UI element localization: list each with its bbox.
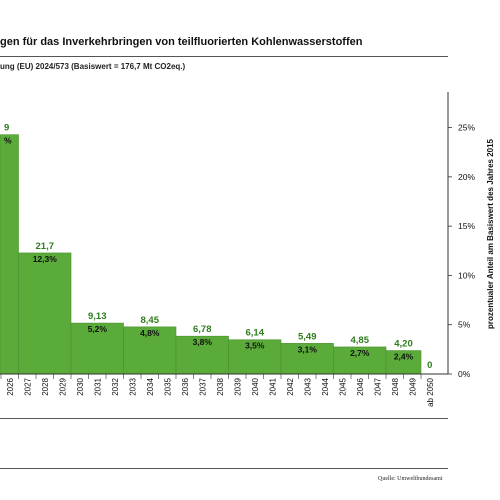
percent-label: 3,1% <box>298 344 318 354</box>
value-label: 8,45 <box>141 315 160 326</box>
y2-tick-label: 15% <box>458 221 475 231</box>
x-tick-label: 2036 <box>181 377 190 395</box>
y2-tick-label: 25% <box>458 123 475 133</box>
footer-divider <box>0 468 448 469</box>
percent-label: 3,8% <box>193 337 213 347</box>
x-tick-label: 2029 <box>58 377 67 395</box>
x-tick-label: 2028 <box>41 377 50 395</box>
value-label: 9,13 <box>88 311 107 322</box>
step-bar <box>0 134 19 375</box>
x-tick-label: ab 2050 <box>426 377 435 406</box>
x-tick-label: 2049 <box>408 377 417 395</box>
x-tick-label: 2033 <box>128 377 137 395</box>
title-divider <box>0 56 448 57</box>
y2-tick-label: 0% <box>458 369 471 379</box>
percent-label: 5,2% <box>88 324 108 334</box>
y2-tick-label: 20% <box>458 172 475 182</box>
x-tick-label: 2038 <box>216 377 225 395</box>
x-tick-label: 2042 <box>286 377 295 395</box>
x-tick-label: 2041 <box>268 377 277 395</box>
chart-title: gen für das Inverkehrbringen von teilflu… <box>0 36 363 48</box>
y2-tick-label: 10% <box>458 270 475 280</box>
x-tick-label: 2032 <box>111 377 120 395</box>
step-bar <box>333 346 387 375</box>
x-tick-label: 2040 <box>251 377 260 395</box>
value-label: 9 <box>4 123 9 134</box>
x-tick-label: 2027 <box>23 377 32 395</box>
step-bar <box>70 322 124 375</box>
x-tick-label: 2039 <box>233 377 242 395</box>
percent-label: % <box>4 136 12 146</box>
x-tick-label: 2026 <box>6 377 15 395</box>
percent-label: 12,3% <box>33 254 58 264</box>
value-label: 21,7 <box>36 241 55 252</box>
x-tick-label: 2044 <box>321 377 330 395</box>
value-label: 6,78 <box>193 324 212 335</box>
x-tick-label: 2047 <box>373 377 382 395</box>
step-bar <box>175 335 229 375</box>
value-label: 4,85 <box>351 335 370 346</box>
chart-subtitle: ung (EU) 2024/573 (Basiswert = 176,7 Mt … <box>0 62 186 71</box>
y2-axis-label: prozentualer Anteil am Basiswert des Jah… <box>486 138 495 329</box>
y2-tick-label: 5% <box>458 320 471 330</box>
x-tick-label: 2045 <box>338 377 347 395</box>
x-tick-label: 2046 <box>356 377 365 395</box>
value-label: 6,14 <box>246 328 265 339</box>
percent-label: 4,8% <box>140 328 160 338</box>
x-tick-label: 2031 <box>93 377 102 395</box>
value-label: 5,49 <box>298 331 317 342</box>
value-label: 0 <box>427 360 432 371</box>
step-bar <box>228 339 282 375</box>
percent-label: 2,4% <box>394 352 414 362</box>
percent-label: 3,5% <box>245 341 265 351</box>
percent-label: 2,7% <box>350 348 370 358</box>
source-note: Quelle: Umweltbundesamt <box>378 476 443 482</box>
x-tick-label: 2034 <box>146 377 155 395</box>
axis-divider <box>0 418 448 419</box>
x-tick-label: 2043 <box>303 377 312 395</box>
step-bar <box>18 252 72 375</box>
x-tick-label: 2048 <box>391 377 400 395</box>
value-label: 4,20 <box>394 339 413 350</box>
x-tick-label: 2030 <box>76 377 85 395</box>
x-tick-label: 2035 <box>163 377 172 395</box>
x-tick-label: 2037 <box>198 377 207 395</box>
